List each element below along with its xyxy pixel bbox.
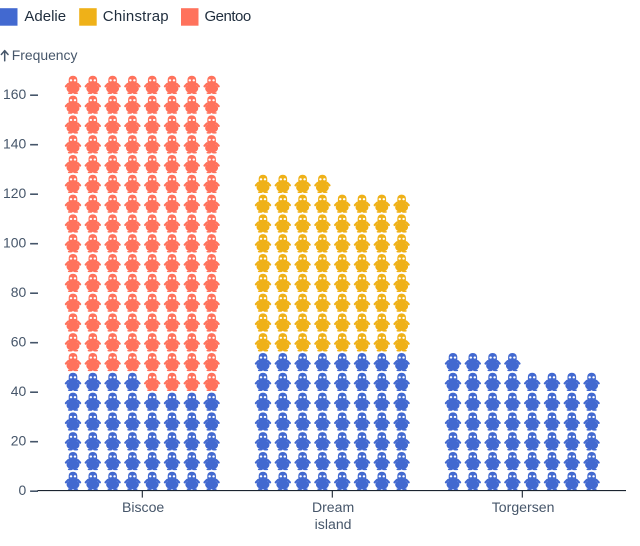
svg-text:20: 20	[11, 432, 27, 448]
svg-text:80: 80	[11, 284, 27, 300]
svg-text:Adelie: Adelie	[24, 8, 66, 25]
svg-text:Dream: Dream	[312, 499, 354, 515]
svg-text:160: 160	[3, 86, 26, 102]
svg-text:Chinstrap: Chinstrap	[103, 8, 169, 25]
svg-text:island: island	[315, 516, 352, 532]
svg-text:0: 0	[18, 482, 26, 498]
svg-text:Biscoe: Biscoe	[122, 499, 164, 515]
svg-text:60: 60	[11, 333, 27, 349]
svg-text:Torgersen: Torgersen	[492, 499, 555, 515]
svg-text:120: 120	[3, 185, 26, 201]
svg-text:40: 40	[11, 383, 27, 399]
svg-text:Frequency: Frequency	[12, 47, 78, 63]
svg-text:100: 100	[3, 234, 26, 250]
svg-text:Gentoo: Gentoo	[205, 8, 251, 25]
svg-text:140: 140	[3, 135, 26, 151]
